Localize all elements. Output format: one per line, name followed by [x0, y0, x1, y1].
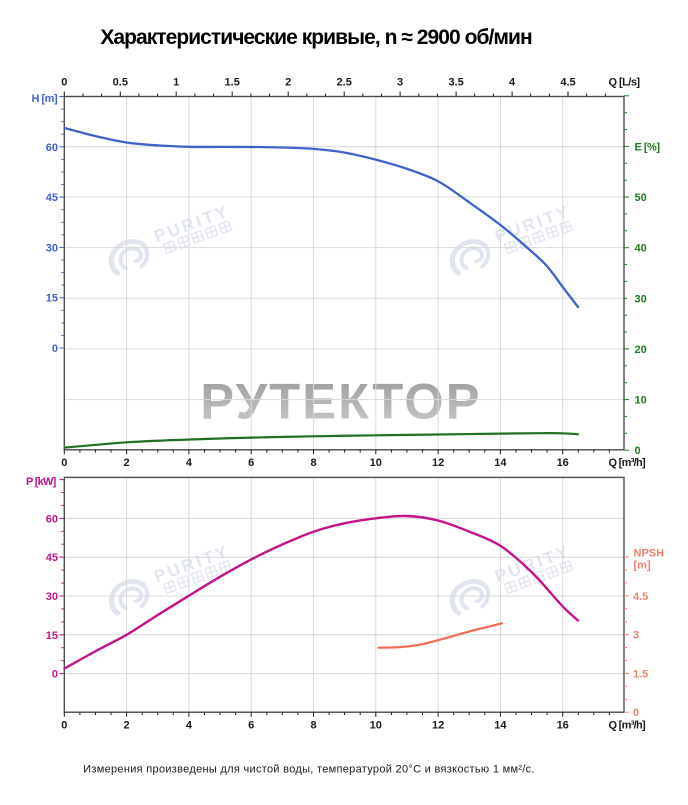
- svg-text:1.5: 1.5: [225, 77, 240, 89]
- svg-text:0: 0: [635, 445, 641, 457]
- svg-text:H [m]: H [m]: [32, 93, 58, 105]
- svg-text:8: 8: [310, 720, 316, 732]
- svg-text:0: 0: [633, 707, 639, 719]
- svg-text:0.5: 0.5: [113, 77, 128, 89]
- svg-text:15: 15: [46, 293, 58, 305]
- svg-text:30: 30: [46, 591, 58, 603]
- svg-text:40: 40: [635, 243, 647, 255]
- svg-text:Характеристические кривые, n ≈: Характеристические кривые, n ≈ 2900 об/м…: [100, 26, 532, 49]
- svg-text:Q [L/s]: Q [L/s]: [609, 77, 641, 89]
- svg-text:4.5: 4.5: [560, 77, 575, 89]
- svg-text:3.5: 3.5: [448, 77, 463, 89]
- svg-text:4.5: 4.5: [633, 591, 648, 603]
- svg-text:Q [m³/h]: Q [m³/h]: [608, 720, 646, 732]
- svg-text:2: 2: [285, 77, 291, 89]
- svg-text:16: 16: [557, 720, 569, 732]
- svg-text:20: 20: [635, 344, 647, 356]
- svg-text:4: 4: [186, 457, 193, 469]
- svg-text:0: 0: [52, 669, 58, 681]
- svg-text:E [%]: E [%]: [635, 142, 661, 154]
- svg-text:45: 45: [46, 192, 58, 204]
- svg-text:60: 60: [46, 142, 58, 154]
- svg-text:P [kW]: P [kW]: [26, 476, 57, 488]
- svg-text:Измерения произведены для чист: Измерения произведены для чистой воды, т…: [83, 764, 535, 776]
- svg-text:12: 12: [432, 457, 444, 469]
- svg-text:10: 10: [370, 457, 382, 469]
- svg-text:4: 4: [509, 77, 516, 89]
- svg-text:[m]: [m]: [634, 560, 651, 572]
- svg-text:45: 45: [46, 552, 58, 564]
- svg-text:2: 2: [124, 457, 130, 469]
- svg-text:8: 8: [310, 457, 316, 469]
- svg-text:16: 16: [557, 457, 569, 469]
- svg-text:РУТЕКТОР: РУТЕКТОР: [200, 373, 481, 430]
- svg-text:3: 3: [633, 630, 639, 642]
- svg-text:3: 3: [397, 77, 403, 89]
- svg-text:1: 1: [173, 77, 179, 89]
- svg-text:4: 4: [186, 720, 193, 732]
- svg-text:0: 0: [61, 77, 67, 89]
- svg-text:6: 6: [248, 720, 254, 732]
- svg-text:1.5: 1.5: [633, 668, 648, 680]
- svg-text:10: 10: [635, 395, 647, 407]
- svg-text:30: 30: [46, 242, 58, 254]
- svg-text:0: 0: [52, 343, 58, 355]
- svg-text:6: 6: [248, 457, 254, 469]
- svg-text:0: 0: [61, 720, 67, 732]
- svg-text:14: 14: [494, 720, 507, 732]
- svg-text:50: 50: [635, 192, 647, 204]
- svg-text:30: 30: [635, 293, 647, 305]
- svg-text:0: 0: [61, 457, 67, 469]
- svg-text:NPSH: NPSH: [634, 548, 665, 560]
- svg-text:12: 12: [432, 720, 444, 732]
- svg-text:2.5: 2.5: [337, 77, 352, 89]
- svg-text:14: 14: [494, 457, 507, 469]
- svg-text:2: 2: [124, 720, 130, 732]
- svg-text:15: 15: [46, 630, 58, 642]
- svg-text:10: 10: [370, 720, 382, 732]
- svg-text:Q [m³/h]: Q [m³/h]: [608, 457, 646, 469]
- svg-text:60: 60: [46, 513, 58, 525]
